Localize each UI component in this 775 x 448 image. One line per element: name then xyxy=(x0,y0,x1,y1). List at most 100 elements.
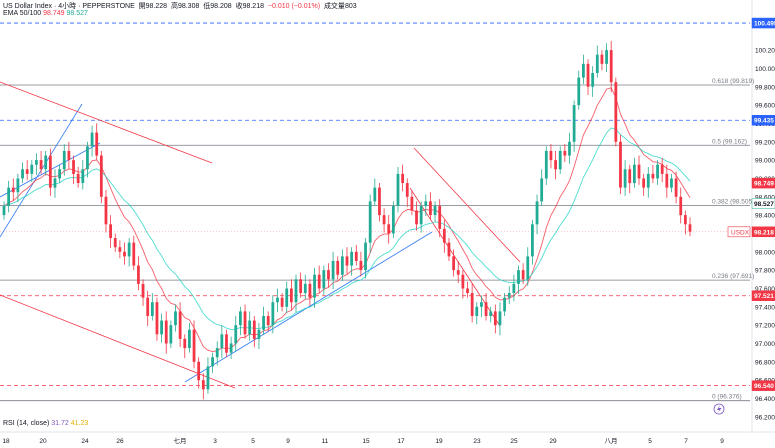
price-label-box xyxy=(751,114,775,126)
x-tick-label: 9 xyxy=(720,438,724,445)
candle-body xyxy=(364,242,367,271)
candle-body xyxy=(521,270,525,280)
rsi-label: RSI (14, close) xyxy=(3,420,50,427)
ema-legend[interactable]: EMA 50/100 98.749 98.527 xyxy=(3,10,88,17)
candle-body xyxy=(178,311,182,339)
y-tick-label: 99.800 xyxy=(755,84,775,91)
y-tick-label: 96.800 xyxy=(755,359,775,366)
candle-body xyxy=(632,164,636,184)
candle-body xyxy=(303,283,307,294)
candle-body xyxy=(475,306,479,316)
candle-body xyxy=(132,242,136,266)
symbol-tag-box xyxy=(727,226,751,238)
candle-body xyxy=(215,348,219,358)
candle-body xyxy=(396,173,400,206)
candle-body xyxy=(544,150,548,179)
candle-body xyxy=(507,293,511,298)
candle-body xyxy=(595,54,599,74)
lightning-glyph xyxy=(717,405,722,413)
candle-body xyxy=(109,224,112,239)
candle-body xyxy=(257,329,261,339)
y-tick-label: 100.000 xyxy=(755,66,775,73)
ema100-value: 98.527 xyxy=(66,10,88,17)
x-tick-label: 3 xyxy=(213,438,217,445)
x-tick-label: 25 xyxy=(510,438,518,445)
candle-body xyxy=(442,228,446,243)
candle-body xyxy=(405,183,409,197)
x-tick-label: 29 xyxy=(549,438,557,445)
symbol-title[interactable]: US Dollar Index · 4小時 · PEPPERSTONE xyxy=(3,3,135,10)
candle-body xyxy=(164,320,168,344)
fib-level-label: 0.5 (99.162) xyxy=(712,138,747,145)
y-tick-label: 99.000 xyxy=(755,158,775,165)
candle-body xyxy=(225,334,228,353)
price-label-text: 98.749 xyxy=(754,181,774,188)
candle-body xyxy=(660,164,664,174)
candle-body xyxy=(535,201,539,225)
candle-body xyxy=(229,343,233,353)
candle-body xyxy=(118,247,122,252)
low-label: 低 xyxy=(203,3,211,10)
candle-body xyxy=(99,155,103,197)
candle-body xyxy=(651,173,655,179)
candle-body xyxy=(313,274,316,298)
candle-body xyxy=(188,329,191,349)
candle-body xyxy=(308,283,312,298)
x-tick-label: 11 xyxy=(322,438,329,445)
time-axis[interactable]: 18 20 24 26 七月 3 5 9 11 15 17 19 23 25 29 八月 5 7 9 xyxy=(2,436,724,445)
y-tick-label: 98.400 xyxy=(755,213,775,220)
candle-body xyxy=(39,160,43,170)
candle-body xyxy=(271,302,275,326)
ema-lines xyxy=(3,87,691,352)
candle-body xyxy=(582,63,585,78)
candle-body xyxy=(688,224,692,232)
candle-body xyxy=(137,265,140,284)
candle-body xyxy=(299,279,303,294)
candle-body xyxy=(429,201,432,216)
candle-body xyxy=(359,260,363,271)
candle-body xyxy=(90,132,94,147)
candle-body xyxy=(489,311,493,316)
candle-body xyxy=(683,215,687,225)
candle-body xyxy=(512,283,516,294)
candle-body xyxy=(656,164,659,179)
candle-body xyxy=(123,251,126,257)
candle-body xyxy=(248,320,252,335)
close-value: 98.218 xyxy=(242,3,264,10)
candle-body xyxy=(72,160,75,174)
candle-body xyxy=(387,224,391,234)
x-tick-label: 23 xyxy=(473,438,481,445)
candle-body xyxy=(25,169,29,174)
x-tick-label: 5 xyxy=(251,438,255,445)
candle-body xyxy=(76,173,80,184)
ema50-line xyxy=(3,87,691,352)
candle-body xyxy=(637,164,641,179)
fib-level-label: 0 (96.376) xyxy=(712,394,742,401)
candle-body xyxy=(44,155,48,170)
candle-body xyxy=(276,297,279,303)
x-tick-label: 7 xyxy=(684,438,688,445)
price-label-text: 98.218 xyxy=(754,229,774,236)
candle-body xyxy=(340,256,344,275)
candle-body xyxy=(503,297,506,312)
x-tick-label: 9 xyxy=(286,438,290,445)
candle-body xyxy=(197,361,201,381)
x-tick-label: 八月 xyxy=(605,437,618,445)
y-tick-label: 100.200 xyxy=(755,48,775,55)
candle-body xyxy=(614,82,618,142)
x-tick-label: 19 xyxy=(435,438,443,445)
candle-body xyxy=(674,178,678,197)
candle-body xyxy=(391,205,395,234)
rsi-legend[interactable]: RSI (14, close) 31.72 41.23 xyxy=(3,420,88,427)
red-flag-upper xyxy=(413,147,521,263)
x-tick-label: 15 xyxy=(362,438,370,445)
rsi-value-2: 41.23 xyxy=(70,420,89,427)
candle-body xyxy=(424,201,428,206)
close-label: 收 xyxy=(235,3,243,10)
price-labels: 100.495 99.435 98.749 98.527 98.218 USDX 97.52… xyxy=(727,17,775,391)
candle-body xyxy=(35,160,38,165)
fib-level-label: 0.618 (99.819) xyxy=(712,78,754,85)
x-tick-label: 18 xyxy=(2,438,10,445)
